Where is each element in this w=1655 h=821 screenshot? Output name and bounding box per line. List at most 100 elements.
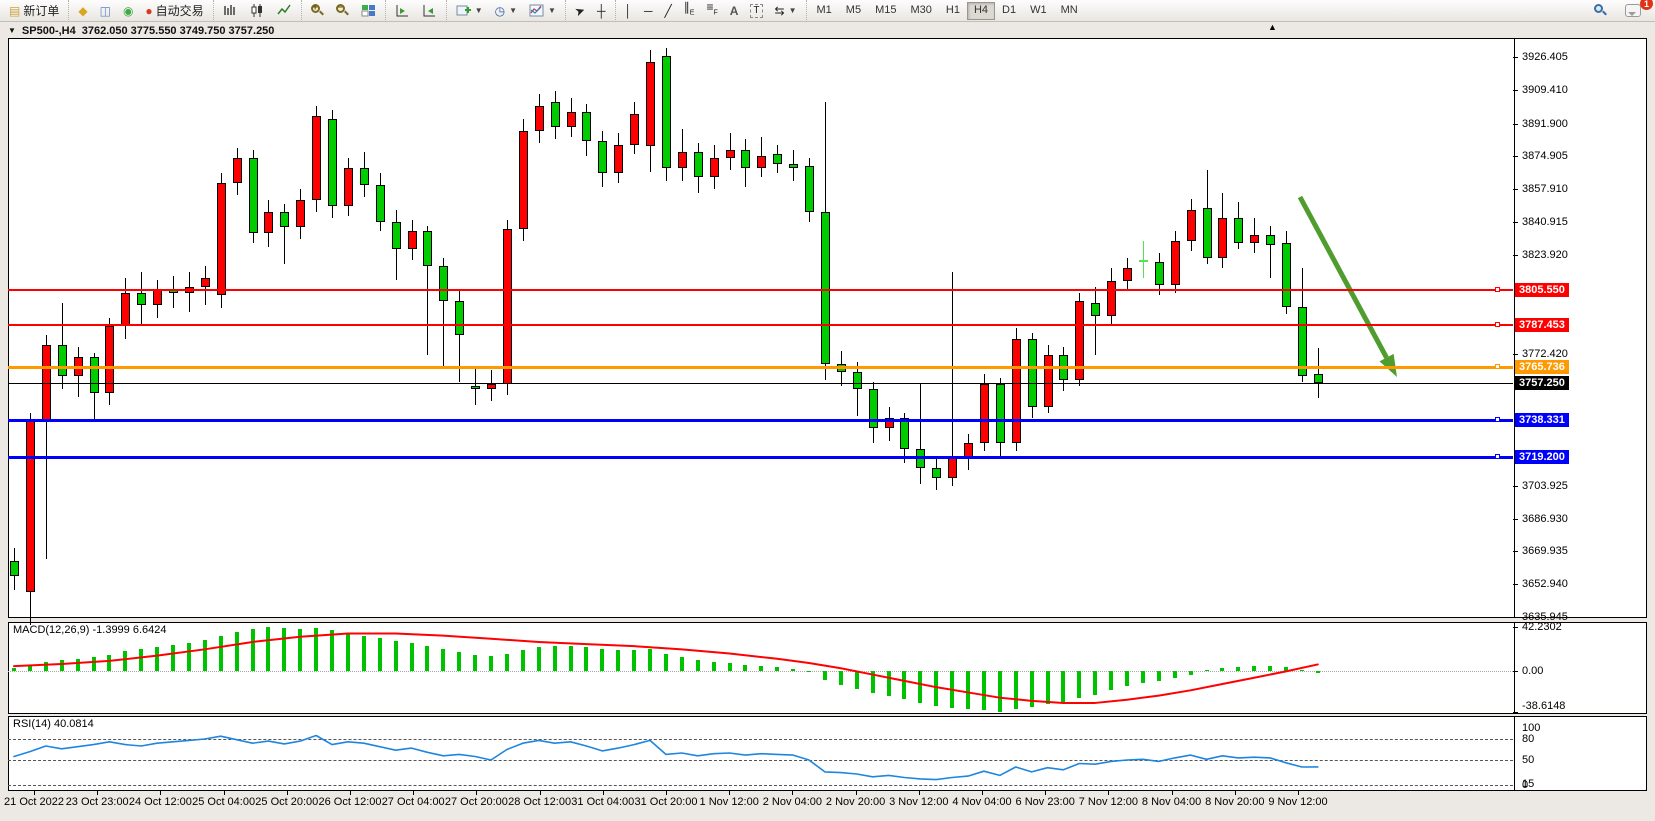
line-drag-handle[interactable] — [1495, 453, 1500, 459]
timeframe-mn[interactable]: MN — [1060, 3, 1078, 16]
macd-histogram-bar — [1029, 671, 1034, 708]
timeframe-m1[interactable]: M1 — [816, 3, 832, 16]
axis-tickmark — [1513, 353, 1518, 355]
horizontal-level-line[interactable] — [8, 418, 1513, 422]
timeframe-m15[interactable]: M15 — [875, 3, 897, 16]
bar-chart-mode-button[interactable] — [217, 1, 244, 20]
candle-wick — [443, 258, 445, 367]
time-axis-label: 7 Nov 12:00 — [1078, 796, 1139, 808]
line-drag-handle[interactable] — [1495, 416, 1500, 422]
candle-wick — [1317, 347, 1319, 398]
candle-body — [773, 154, 783, 164]
zoom-out-button[interactable]: − — [330, 1, 355, 20]
line-drag-handle[interactable] — [1495, 321, 1500, 327]
timeframe-h4[interactable]: H4 — [966, 1, 995, 20]
macd-histogram-bar — [648, 649, 652, 672]
cursor-icon: ➤ — [572, 2, 588, 19]
timeframe-m30[interactable]: M30 — [910, 3, 932, 16]
data-window-button[interactable]: ◫ — [94, 1, 117, 20]
line-drag-handle[interactable] — [1495, 287, 1500, 293]
chart-shift-button[interactable] — [416, 1, 443, 20]
channel-tool-button[interactable]: ∥E — [678, 1, 701, 20]
macd-histogram-bar — [441, 649, 446, 672]
chart-shift-icon — [423, 5, 435, 17]
candlestick-mode-button[interactable] — [244, 1, 271, 20]
candle-body — [693, 152, 703, 178]
horizontal-level-line[interactable] — [8, 323, 1513, 326]
horizontal-level-line[interactable] — [8, 365, 1513, 369]
macd-histogram-bar — [1093, 671, 1098, 695]
arrows-tool-button[interactable]: ⇆ ▼ — [769, 1, 803, 20]
macd-histogram-bar — [1299, 670, 1304, 672]
notifications-button[interactable]: 1 — [1619, 0, 1653, 20]
candle-body — [518, 131, 528, 230]
macd-histogram-bar — [345, 633, 350, 672]
axis-tickmark — [1513, 671, 1518, 673]
vertical-line-tool-button[interactable]: │ — [619, 1, 639, 20]
time-axis-label: 31 Oct 20:00 — [634, 796, 698, 808]
cursor-tool-button[interactable]: ➤ — [569, 1, 591, 20]
horizontal-line-icon: ─ — [644, 3, 653, 18]
scroll-marker-icon[interactable]: ▲ — [1268, 22, 1277, 32]
rsi-panel[interactable]: RSI(14) 40.0814 — [8, 716, 1647, 791]
search-button[interactable] — [1588, 1, 1613, 20]
macd-histogram-bar — [854, 671, 859, 690]
line-chart-mode-button[interactable] — [271, 1, 298, 20]
candle-body — [979, 383, 989, 444]
axis-tickmark — [1513, 189, 1518, 191]
candlestick-icon — [251, 4, 262, 17]
macd-histogram-bar — [886, 671, 891, 696]
indicators-icon — [529, 4, 544, 17]
macd-histogram-bar — [91, 656, 96, 672]
new-order-button[interactable]: ▤ 新订单 — [3, 1, 65, 20]
candle-body — [10, 561, 19, 577]
horizontal-level-line[interactable] — [8, 289, 1513, 292]
timeframe-w1[interactable]: W1 — [1030, 3, 1047, 16]
time-axis-label: 6 Nov 23:00 — [1015, 796, 1075, 808]
horizontal-line-tool-button[interactable]: ─ — [638, 1, 659, 20]
symbol-dropdown-icon[interactable]: ▼ — [8, 26, 16, 35]
tile-windows-button[interactable] — [355, 1, 382, 20]
macd-histogram-bar — [1140, 671, 1145, 683]
auto-scroll-button[interactable] — [389, 1, 416, 20]
chevron-down-icon: ▼ — [474, 6, 483, 15]
candle-body — [1027, 339, 1037, 407]
fibonacci-tool-button[interactable]: ≡F — [700, 1, 723, 20]
navigator-button[interactable]: ◉ — [117, 1, 139, 20]
text-tool-button[interactable]: A — [724, 1, 745, 20]
candle-body — [1170, 240, 1180, 286]
zoom-in-button[interactable]: + — [305, 1, 330, 20]
market-watch-button[interactable]: ◆ — [72, 1, 93, 20]
text-label-tool-button[interactable]: T — [744, 1, 768, 20]
horizontal-level-line[interactable] — [8, 455, 1513, 459]
candle-body — [375, 185, 385, 222]
candle-body — [1107, 281, 1117, 317]
trendline-icon: ╱ — [664, 3, 672, 18]
candle-body — [582, 111, 592, 141]
candle-body — [1075, 300, 1085, 380]
macd-histogram-bar — [1013, 671, 1018, 710]
timeframe-h1[interactable]: H1 — [945, 3, 960, 16]
macd-histogram-bar — [250, 629, 255, 672]
indicators-button[interactable]: ▼ — [523, 1, 562, 20]
new-chart-button[interactable]: ▼ — [450, 1, 489, 20]
market-watch-icon: ◆ — [78, 3, 88, 18]
price-axis-label: 3635.945 — [1522, 611, 1568, 624]
candle-wick — [1270, 225, 1272, 278]
auto-trading-button[interactable]: ● 自动交易 — [139, 1, 209, 20]
timeframe-group: M1 M5 M15 M30 H1 H4 D1 W1 MN — [805, 0, 1088, 22]
timeframe-m5[interactable]: M5 — [845, 3, 862, 16]
trendline-tool-button[interactable]: ╱ — [659, 1, 678, 20]
candle-body — [343, 167, 353, 207]
periods-button[interactable]: ◷ ▼ — [489, 1, 523, 20]
macd-histogram-bar — [1220, 668, 1225, 672]
candle-wick — [284, 204, 286, 265]
line-drag-handle[interactable] — [1495, 363, 1500, 369]
crosshair-tool-button[interactable]: ┼ — [591, 1, 612, 20]
time-tickmark — [918, 791, 920, 795]
candle-body — [709, 158, 719, 178]
timeframe-d1[interactable]: D1 — [1002, 3, 1017, 16]
time-tickmark — [1108, 791, 1110, 795]
axis-tickmark — [1513, 711, 1518, 713]
macd-histogram-bar — [1172, 671, 1177, 678]
